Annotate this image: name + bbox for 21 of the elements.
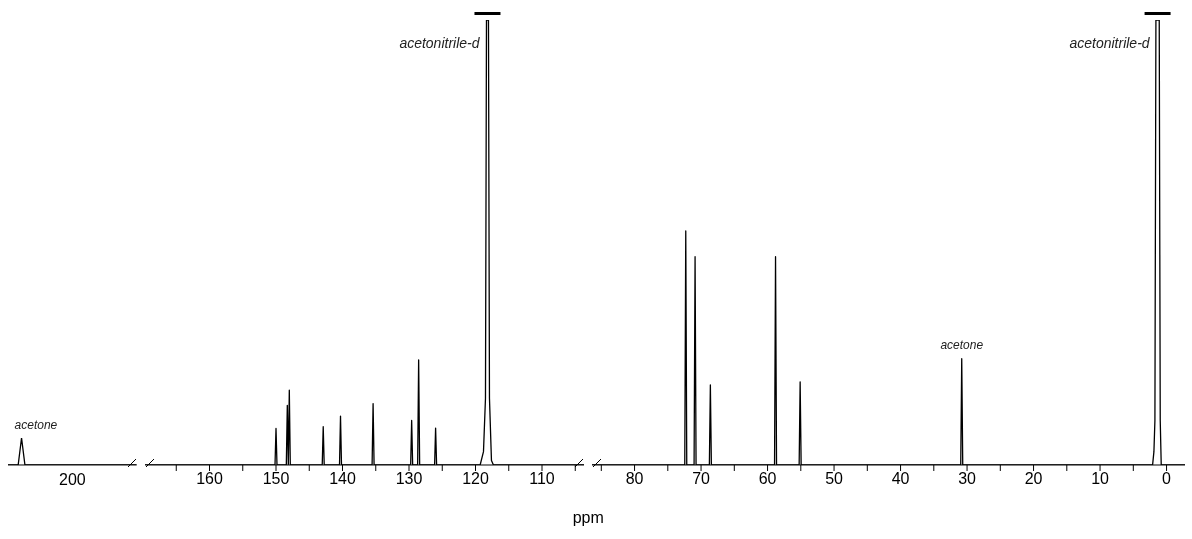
x-tick-label: 160 — [195, 470, 223, 488]
x-tick-label: 10 — [1091, 470, 1110, 488]
x-tick-label: 20 — [1024, 470, 1043, 488]
x-tick-label: 70 — [692, 470, 711, 488]
x-tick-label: 150 — [262, 470, 290, 488]
x-tick-label: 40 — [891, 470, 910, 488]
x-axis-title: ppm — [572, 509, 604, 527]
annotation: acetonitrile-d — [399, 35, 481, 51]
x-tick-label: 60 — [758, 470, 777, 488]
annotation: acetone — [940, 337, 984, 352]
x-tick-label: 80 — [625, 470, 644, 488]
x-tick-label: 110 — [528, 470, 555, 488]
x-tick-label: 140 — [328, 470, 356, 488]
text: 200 — [58, 471, 86, 489]
annotation: acetonitrile-d — [1069, 35, 1152, 51]
x-tick-label: 30 — [958, 470, 977, 488]
x-tick-label: 120 — [461, 470, 489, 488]
x-tick-label: 50 — [825, 470, 844, 488]
x-tick-label: 130 — [395, 470, 423, 488]
text: acetone — [14, 418, 58, 432]
x-tick-label: 0 — [1162, 470, 1172, 488]
